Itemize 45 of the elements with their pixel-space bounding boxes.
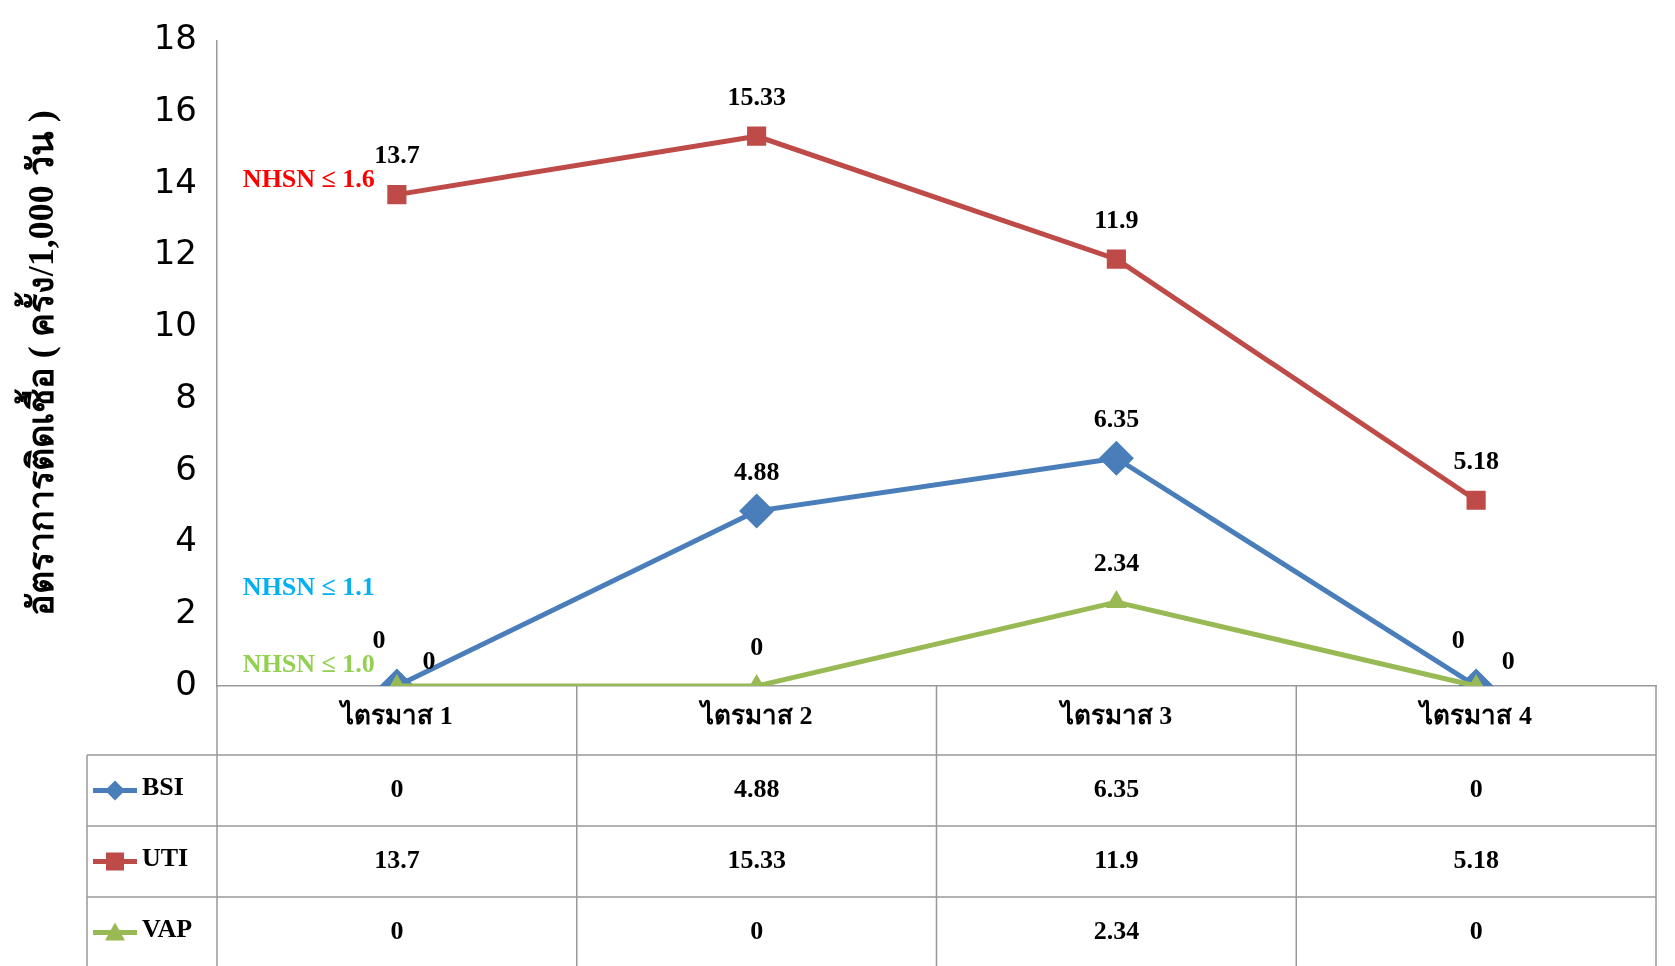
annotation: NHSN ≤ 1.0 <box>242 648 375 678</box>
data-label: 0 <box>390 916 404 946</box>
data-label: 0 <box>1469 916 1483 946</box>
annotation: 6.35 <box>1093 403 1140 433</box>
y-tick-label: 6 <box>175 447 197 488</box>
annotation: 13.7 <box>374 140 420 170</box>
legend-label: VAP <box>142 914 193 944</box>
data-label: 0 <box>750 916 764 946</box>
y-tick-label: 4 <box>175 519 197 560</box>
annotation: 4.88 <box>733 456 780 486</box>
data-label: 11.9 <box>1094 845 1139 875</box>
x-tick-label: ไตรมาส 1 <box>338 699 453 731</box>
y-axis-title: อัตราการติดเชื้อ ( ครั้ง/1,000 วัน ) <box>13 110 61 617</box>
data-label: 15.33 <box>727 845 786 875</box>
x-tick-label: ไตรมาส 2 <box>697 699 813 731</box>
y-tick-label: 18 <box>153 17 197 58</box>
annotation: 0 <box>750 631 764 661</box>
annotation: 2.34 <box>1093 547 1140 577</box>
annotation: 15.33 <box>727 81 786 111</box>
y-tick-label: 16 <box>153 88 197 129</box>
y-tick-label: 12 <box>153 232 197 273</box>
y-tick-label: 2 <box>175 591 197 632</box>
data-label: 2.34 <box>1093 916 1140 946</box>
x-tick-label: ไตรมาส 4 <box>1417 699 1532 731</box>
data-label: 4.88 <box>733 774 780 804</box>
y-tick-label: 10 <box>153 304 197 345</box>
y-tick-label: 0 <box>175 662 197 703</box>
annotation: 5.18 <box>1453 445 1499 475</box>
x-tick-label: ไตรมาส 3 <box>1057 699 1173 731</box>
legend-label: UTI <box>142 843 189 873</box>
legend-label: BSI <box>142 772 184 802</box>
y-tick-label: 8 <box>175 375 197 416</box>
annotation: 0 <box>372 624 386 654</box>
annotation: NHSN ≤ 1.1 <box>242 571 375 601</box>
data-label: 0 <box>1469 774 1483 804</box>
annotation: 0 <box>422 645 436 675</box>
y-tick-label: 14 <box>153 160 197 201</box>
data-label: 0 <box>390 774 404 804</box>
data-label: 6.35 <box>1093 774 1140 804</box>
data-label: 13.7 <box>374 845 420 875</box>
annotation: 0 <box>1451 624 1465 654</box>
data-label: 5.18 <box>1453 845 1499 875</box>
annotation: NHSN ≤ 1.6 <box>242 163 375 193</box>
annotation: 0 <box>1501 645 1515 675</box>
annotation: 11.9 <box>1094 204 1139 234</box>
